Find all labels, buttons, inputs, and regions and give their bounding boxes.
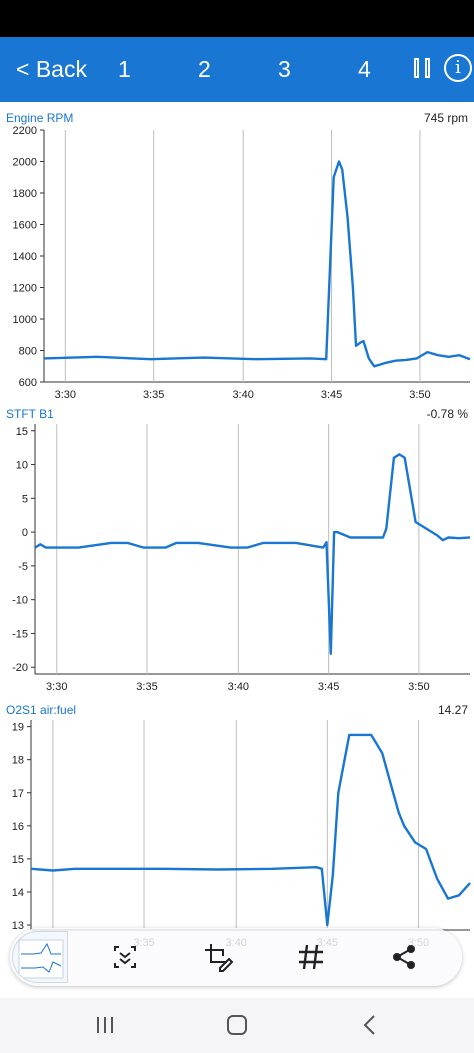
o2-y-tick-label: 13 <box>12 920 24 932</box>
home-icon[interactable] <box>224 1013 250 1037</box>
rpm-x-tick-label: 3:50 <box>409 389 430 401</box>
screenshot-thumbnail[interactable] <box>12 931 68 983</box>
info-icon[interactable]: i <box>444 54 472 82</box>
system-nav-bar <box>0 998 474 1053</box>
status-bar <box>0 0 474 37</box>
stft-y-tick-label: -5 <box>18 561 28 573</box>
stft-x-tick-label: 3:30 <box>46 681 67 693</box>
rpm-y-tick-label: 600 <box>19 377 37 389</box>
stft-x-tick-label: 3:50 <box>408 681 429 693</box>
page-tab-2[interactable]: 2 <box>198 56 211 82</box>
rpm-current-value: 745 rpm <box>424 111 468 125</box>
o2-y-tick-label: 19 <box>12 722 24 734</box>
rpm-y-tick-label: 1000 <box>13 314 37 326</box>
back-icon[interactable] <box>358 1013 384 1037</box>
rpm-y-tick-label: 1600 <box>13 220 37 232</box>
rpm-y-tick-label: 2000 <box>13 157 37 169</box>
page-tab-3[interactable]: 3 <box>278 56 291 82</box>
page-tab-4[interactable]: 4 <box>358 56 371 82</box>
rpm-x-tick-label: 3:30 <box>55 389 76 401</box>
crop-edit-icon[interactable] <box>201 940 235 974</box>
rpm-x-tick-label: 3:40 <box>232 389 253 401</box>
recent-apps-icon[interactable] <box>92 1013 118 1037</box>
stft-chart-title: STFT B1 <box>6 407 54 421</box>
back-button[interactable]: < Back <box>16 56 87 82</box>
rpm-x-tick-label: 3:45 <box>321 389 342 401</box>
stft-x-tick-label: 3:40 <box>228 681 249 693</box>
stft-current-value: -0.78 % <box>427 407 469 421</box>
rpm-y-tick-label: 2200 <box>13 125 37 137</box>
o2-y-tick-label: 17 <box>12 788 24 800</box>
stft-y-tick-label: -10 <box>12 595 28 607</box>
top-toolbar: < Back 1 2 3 4 i <box>0 37 474 102</box>
o2-y-tick-label: 14 <box>12 887 24 899</box>
rpm-y-tick-label: 1200 <box>13 283 37 295</box>
rpm-x-tick-label: 3:35 <box>143 389 164 401</box>
o2-current-value: 14.27 <box>438 703 468 717</box>
stft-y-tick-label: 15 <box>16 426 28 438</box>
o2-series-line <box>30 733 471 927</box>
stft-y-tick-label: 0 <box>22 527 28 539</box>
o2-chart-title: O2S1 air:fuel <box>6 703 76 717</box>
stft-y-tick-label: 5 <box>22 493 28 505</box>
rpm-chart-title: Engine RPM <box>6 111 73 125</box>
o2-y-tick-label: 16 <box>12 821 24 833</box>
o2-y-tick-label: 15 <box>12 854 24 866</box>
scroll-capture-icon[interactable] <box>108 940 142 974</box>
stft-series-line <box>34 453 471 655</box>
rpm-y-tick-label: 1400 <box>13 251 37 263</box>
page-tab-1[interactable]: 1 <box>118 56 131 82</box>
rpm-series-line <box>43 160 471 368</box>
screenshot-toolbar <box>10 928 462 986</box>
engine-rpm-chart: Engine RPM 745 rpm 600 800 1000 1200 1400 1600 1… <box>6 111 471 401</box>
rpm-y-tick-label: 1800 <box>13 188 37 200</box>
rpm-y-tick-label: 800 <box>19 346 37 358</box>
stft-y-tick-label: -15 <box>12 628 28 640</box>
stft-y-tick-label: -20 <box>12 662 28 674</box>
pause-icon[interactable] <box>414 58 434 80</box>
hashtag-icon[interactable] <box>294 940 328 974</box>
stft-x-tick-label: 3:45 <box>318 681 339 693</box>
stft-y-tick-label: 10 <box>16 460 28 472</box>
o2-y-tick-label: 18 <box>12 755 24 767</box>
share-icon[interactable] <box>387 940 421 974</box>
stft-x-tick-label: 3:35 <box>136 681 157 693</box>
stft-b1-chart: STFT B1 -0.78 % -20 -15 -10 -5 0 5 10 15 3:30 3:35 3… <box>6 407 471 693</box>
